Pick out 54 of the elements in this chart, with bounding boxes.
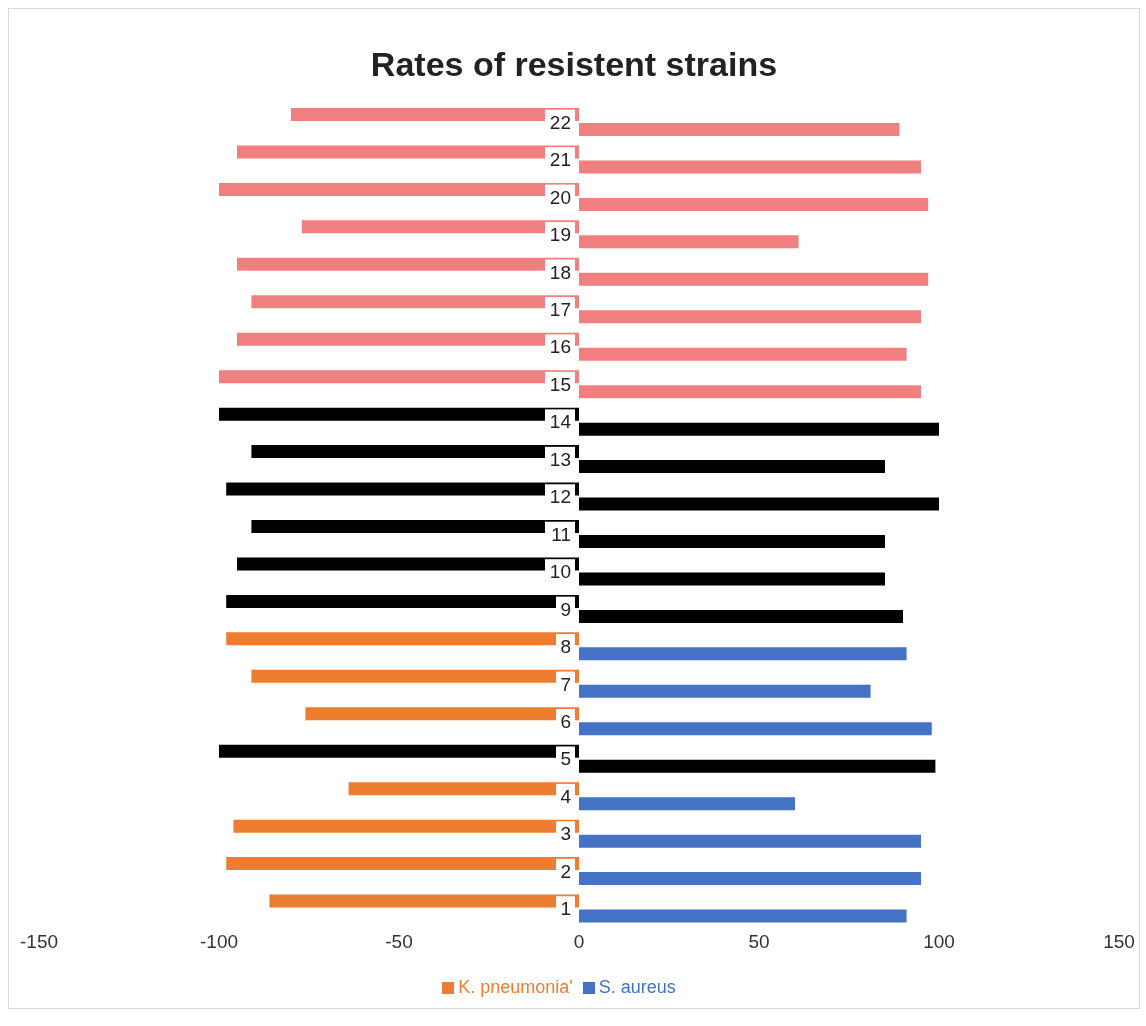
bar: [579, 160, 921, 174]
bar: [579, 722, 932, 736]
y-tick-label: 6: [560, 711, 571, 732]
y-tick-label: 7: [560, 673, 571, 695]
y-tick-label: 18: [549, 261, 571, 283]
x-tick-label: 50: [748, 931, 770, 953]
y-tick-label: 14: [549, 411, 572, 433]
legend-label: S. aureus: [598, 977, 676, 997]
x-tick-label: -100: [199, 931, 239, 953]
y-tick-label: 2: [560, 860, 571, 882]
y-tick-label: 15: [549, 373, 571, 395]
y-tick-label: 12: [549, 486, 571, 508]
y-tick-label: 19: [549, 224, 571, 246]
bar: [579, 872, 921, 886]
y-tick-label: 3: [560, 823, 571, 845]
bar: [579, 647, 907, 661]
bar: [579, 535, 885, 548]
y-tick-label: 8: [560, 636, 571, 658]
y-tick-label: 22: [549, 111, 571, 133]
bar: [579, 460, 885, 474]
bar: [579, 609, 903, 623]
bar: [579, 497, 939, 511]
x-tick-label: 0: [573, 931, 585, 953]
bar: [579, 123, 900, 136]
bar: [579, 347, 907, 361]
y-tick-label: 11: [551, 523, 571, 545]
bar: [579, 422, 939, 436]
y-tick-label: 13: [549, 448, 571, 470]
bar: [579, 834, 921, 848]
x-tick-label: -50: [385, 931, 413, 953]
chart-title: Rates of resistent strains: [369, 44, 779, 85]
x-tick-label: -150: [19, 931, 59, 953]
y-tick-label: 10: [549, 561, 571, 583]
y-tick-label: 5: [560, 748, 571, 770]
bar: [579, 759, 936, 773]
bar: [579, 235, 799, 249]
legend-label: K. pneumonia': [458, 977, 573, 997]
bar: [579, 909, 907, 923]
x-tick-label: 150: [1103, 931, 1135, 953]
bar: [579, 797, 795, 811]
bar: [579, 684, 871, 698]
bar: [579, 572, 885, 586]
bar: [579, 272, 929, 286]
y-tick-label: 16: [549, 336, 571, 358]
bar: [579, 385, 921, 399]
y-tick-label: 21: [549, 149, 571, 171]
x-tick-label: 100: [923, 931, 955, 953]
y-tick-label: 9: [560, 598, 571, 620]
y-tick-label: 17: [549, 299, 571, 320]
y-tick-label: 20: [549, 186, 571, 208]
bar: [579, 310, 921, 324]
bar: [579, 197, 929, 211]
y-tick-label: 4: [560, 785, 572, 807]
y-tick-label: 1: [560, 898, 571, 920]
